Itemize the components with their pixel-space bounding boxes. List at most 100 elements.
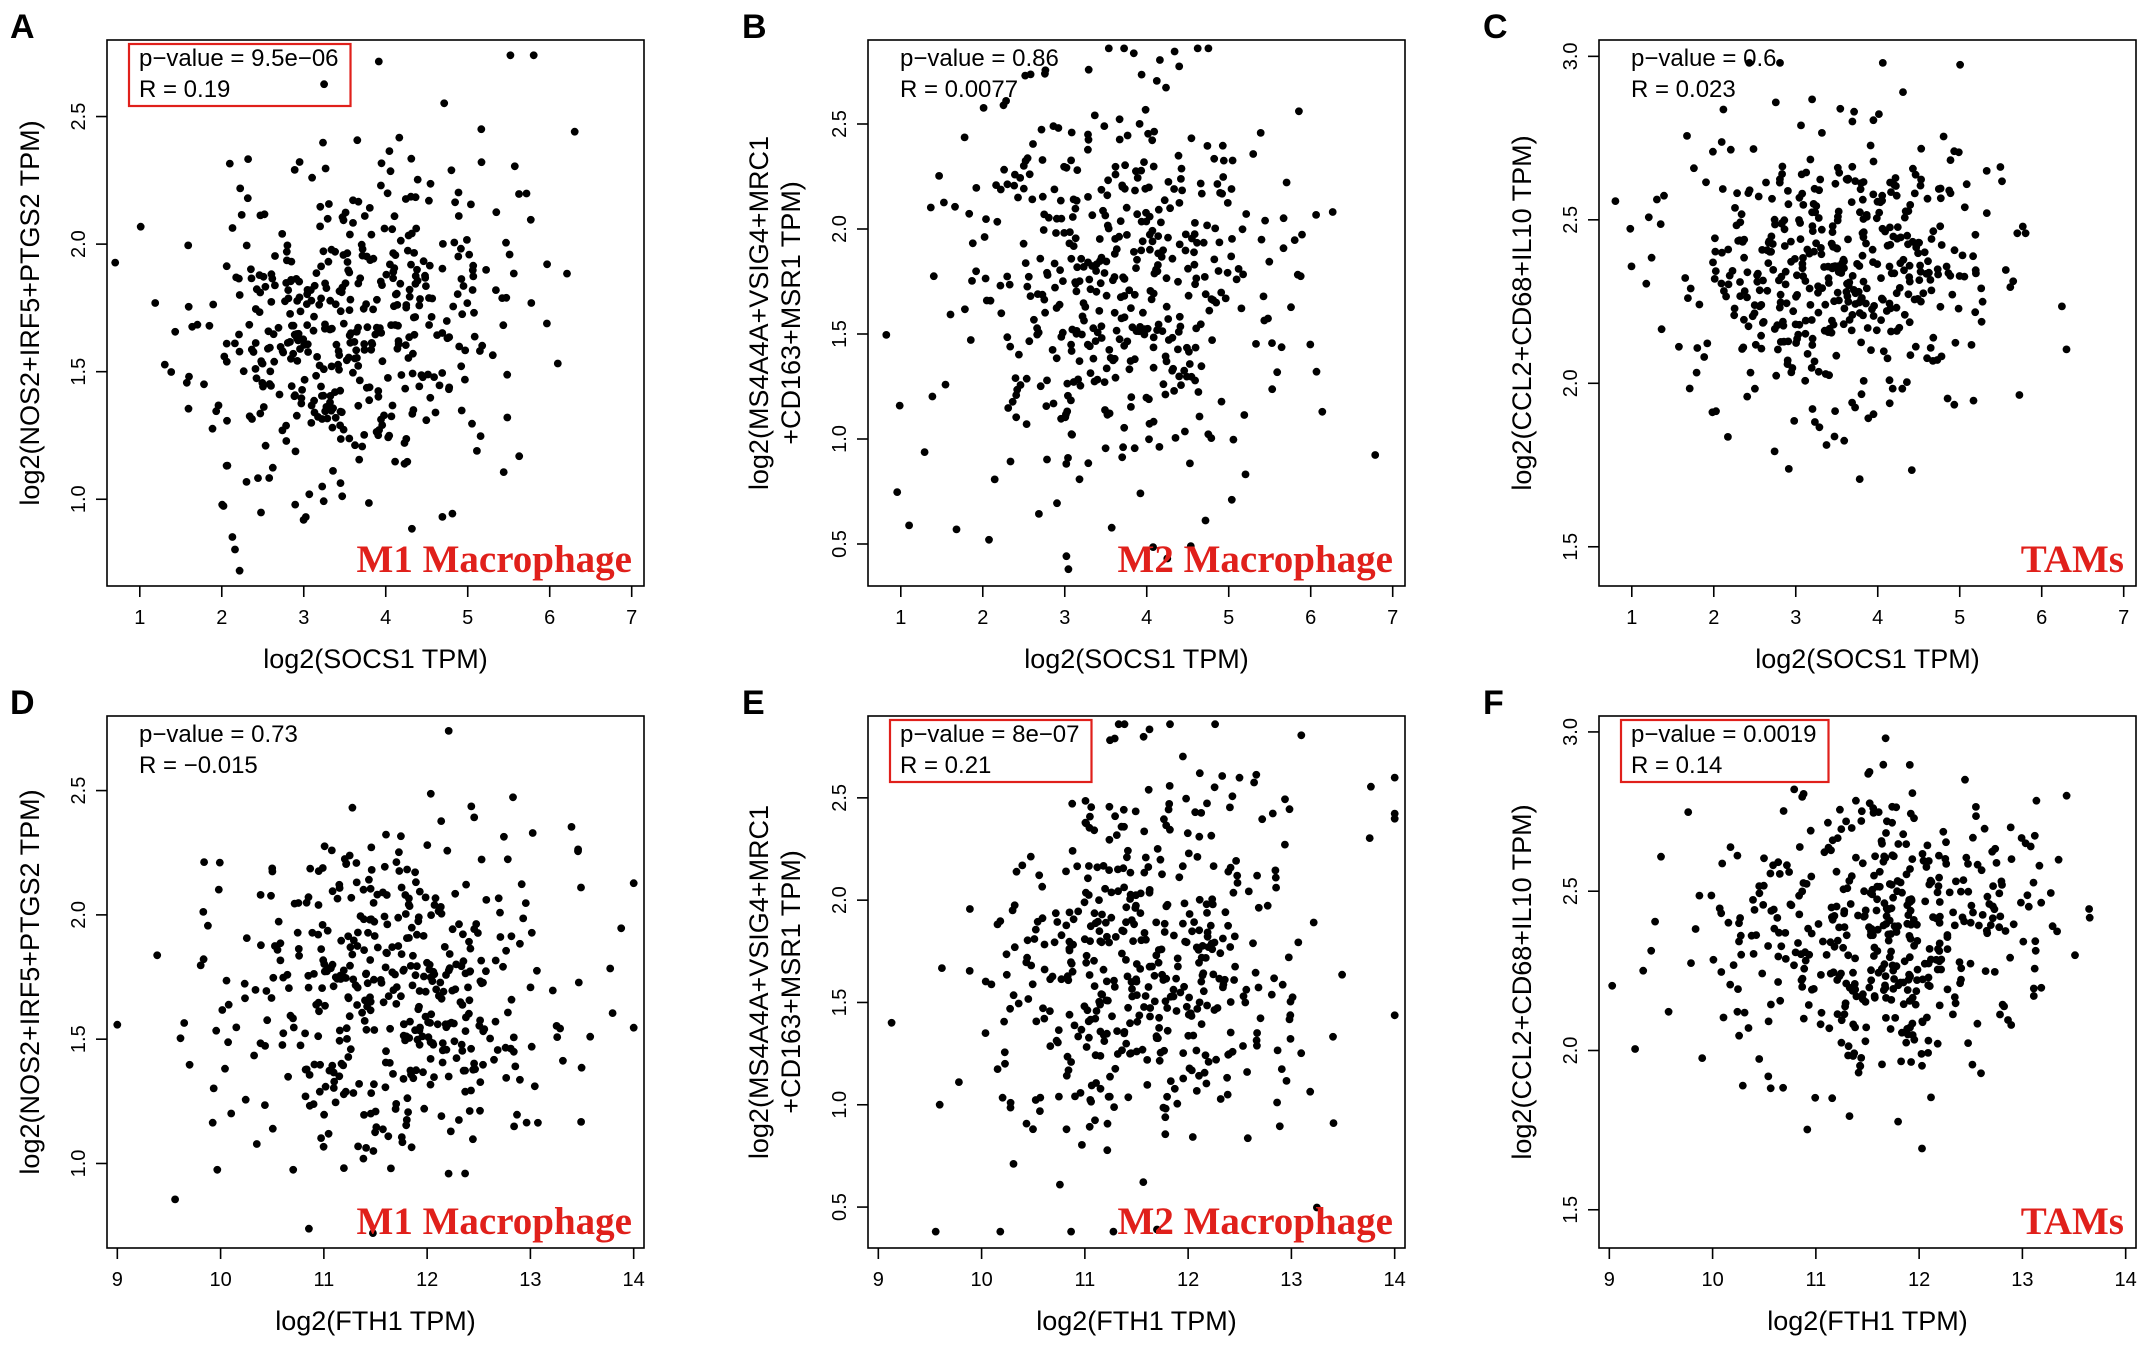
data-point [385, 147, 394, 156]
data-point [426, 179, 435, 188]
data-point [1113, 1027, 1121, 1035]
data-point [309, 326, 318, 335]
data-point [1099, 965, 1108, 974]
data-point [1798, 887, 1807, 896]
data-point [2024, 902, 2033, 911]
data-point [347, 893, 356, 902]
data-point [935, 1100, 944, 1109]
data-point [1927, 235, 1936, 243]
data-point [297, 399, 306, 408]
data-point [1018, 861, 1027, 870]
data-point [1858, 251, 1867, 260]
data-point [1719, 105, 1728, 114]
data-point [419, 932, 428, 940]
data-point [533, 966, 541, 975]
data-point [1031, 925, 1040, 934]
data-point [2037, 983, 2046, 992]
data-point [345, 331, 354, 340]
data-point [966, 905, 974, 913]
data-point [355, 455, 364, 464]
data-point [401, 384, 410, 393]
data-point [442, 971, 450, 979]
data-point [363, 323, 372, 332]
data-point [411, 313, 420, 321]
data-point [938, 964, 946, 972]
data-point [237, 211, 246, 219]
plot-frame [106, 715, 645, 1249]
data-point [330, 1077, 339, 1086]
data-point [395, 867, 404, 875]
data-point [1797, 170, 1806, 179]
data-point [1755, 889, 1764, 898]
r-value-text: R = 0.19 [139, 76, 230, 103]
data-point [1063, 1052, 1072, 1061]
data-point [261, 1042, 269, 1050]
data-point [1242, 210, 1251, 218]
data-point [281, 297, 289, 306]
data-point [1724, 280, 1733, 289]
data-point [1084, 891, 1093, 899]
data-point [1980, 824, 1989, 833]
data-point [1747, 931, 1756, 940]
data-point [303, 340, 312, 349]
p-value-text: p−value = 8e−07 [900, 721, 1080, 748]
data-point [1095, 927, 1104, 935]
data-point [1057, 975, 1066, 984]
data-point [438, 369, 447, 377]
data-point [1025, 337, 1034, 346]
data-point [1771, 220, 1779, 229]
data-point [1155, 1056, 1164, 1065]
x-tick-label: 13 [1280, 1269, 1302, 1291]
data-point [1296, 272, 1305, 281]
data-point [1954, 148, 1963, 157]
data-point [543, 319, 551, 328]
data-point [1849, 968, 1857, 977]
data-point [188, 322, 197, 331]
data-point [1935, 873, 1943, 882]
data-point [1041, 308, 1049, 317]
data-point [319, 497, 328, 506]
data-point [1157, 218, 1165, 227]
data-point [1249, 150, 1258, 158]
data-point [338, 283, 347, 292]
data-point [1837, 825, 1846, 833]
data-point [1735, 1031, 1743, 1040]
data-point [1675, 342, 1683, 351]
data-point [209, 1084, 218, 1093]
data-point [920, 448, 929, 456]
data-point [289, 1165, 298, 1174]
data-point [1390, 814, 1399, 823]
x-tick-label: 9 [112, 1269, 123, 1291]
data-point [457, 275, 466, 283]
data-point [1717, 138, 1726, 146]
data-point [252, 374, 261, 383]
data-point [451, 198, 459, 207]
data-point [1193, 853, 1202, 861]
data-point [1101, 444, 1110, 453]
data-point [405, 1034, 414, 1042]
data-point [1103, 221, 1112, 230]
data-point [1123, 231, 1131, 239]
data-point [458, 310, 467, 319]
data-point [1111, 170, 1120, 179]
data-point [1644, 213, 1653, 222]
data-point [324, 1129, 333, 1138]
y-tick-label: 3.0 [1560, 42, 1582, 70]
data-point [1238, 225, 1247, 234]
data-point [2071, 951, 2079, 960]
data-point [335, 1026, 344, 1035]
data-point [1148, 226, 1157, 235]
data-point [1939, 132, 1948, 141]
data-point [1902, 1038, 1911, 1047]
data-point [1116, 293, 1125, 302]
data-point [1719, 1013, 1728, 1022]
data-point [289, 1023, 298, 1032]
data-point [1905, 261, 1914, 270]
data-point [1152, 951, 1161, 960]
x-tick-label: 12 [1908, 1269, 1930, 1291]
data-point [1207, 831, 1216, 840]
data-point [286, 310, 294, 318]
data-point [1091, 337, 1100, 345]
data-point [360, 1017, 369, 1025]
data-point [493, 1046, 502, 1054]
